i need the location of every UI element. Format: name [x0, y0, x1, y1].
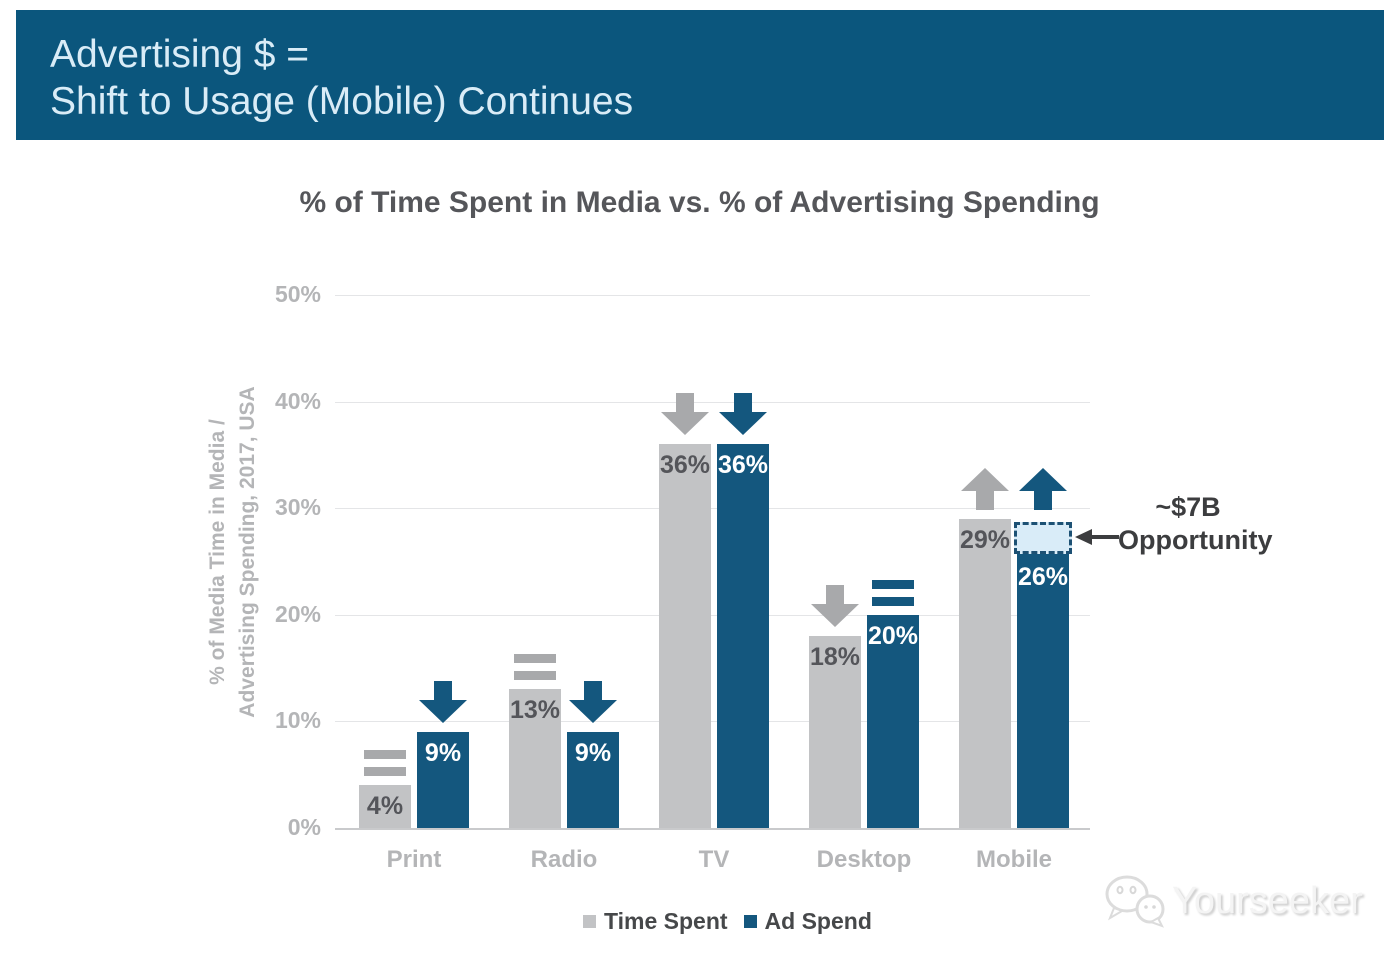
- y-tick-0pct: 0%: [287, 814, 321, 840]
- bar-time-spent-radio: 13%: [509, 689, 561, 828]
- header-title-line1: Advertising $ =: [50, 33, 310, 76]
- bar-ad-spend-desktop: 20%: [867, 615, 919, 828]
- y-axis-label: % of Media Time in Media / Advertising S…: [203, 386, 263, 717]
- x-axis-line: [335, 828, 1090, 830]
- legend-item-time-spent: Time Spent: [583, 908, 728, 935]
- y-tick-50pct: 50%: [274, 281, 321, 307]
- trend-equals-icon: [514, 654, 556, 680]
- gridline-30pct: [335, 508, 1090, 509]
- trend-up-icon: [1019, 468, 1067, 510]
- chart-legend: Time Spent Ad Spend: [583, 908, 872, 935]
- header-banner: Advertising $ = Shift to Usage (Mobile) …: [16, 10, 1384, 140]
- legend-label-time-spent: Time Spent: [604, 908, 728, 934]
- x-label-radio: Radio: [530, 846, 598, 873]
- time-spent-swatch-icon: [583, 915, 596, 928]
- y-axis-label-line1: % of Media Time in Media /: [206, 419, 229, 685]
- bar-time-spent-mobile: 29%: [959, 519, 1011, 828]
- bar-value-label: 29%: [959, 526, 1011, 554]
- bar-ad-spend-radio: 9%: [567, 732, 619, 828]
- chart-title: % of Time Spent in Media vs. % of Advert…: [299, 186, 1100, 219]
- opportunity-label: Opportunity: [1118, 525, 1273, 555]
- trend-equals-icon: [872, 580, 914, 606]
- trend-down-icon: [569, 681, 617, 723]
- y-tick-40pct: 40%: [274, 388, 321, 414]
- trend-down-icon: [661, 393, 709, 435]
- header-title-line2: Shift to Usage (Mobile) Continues: [50, 80, 634, 123]
- trend-up-icon: [961, 468, 1009, 510]
- trend-down-icon: [719, 393, 767, 435]
- bar-value-label: 13%: [509, 696, 561, 724]
- x-label-print: Print: [386, 846, 442, 873]
- bar-time-spent-print: 4%: [359, 785, 411, 828]
- x-label-desktop: Desktop: [816, 846, 912, 873]
- x-label-tv: TV: [698, 846, 730, 873]
- bar-value-label: 9%: [574, 739, 612, 767]
- bar-value-label: 36%: [717, 451, 769, 479]
- gridline-40pct: [335, 402, 1090, 403]
- opportunity-arrow-head-icon: [1075, 529, 1092, 545]
- bar-value-label: 18%: [809, 643, 861, 671]
- legend-item-ad-spend: Ad Spend: [743, 908, 872, 935]
- bar-time-spent-tv: 36%: [659, 444, 711, 828]
- bar-ad-spend-tv: 36%: [717, 444, 769, 828]
- gridline-20pct: [335, 615, 1090, 616]
- bar-time-spent-desktop: 18%: [809, 636, 861, 828]
- bar-ad-spend-print: 9%: [417, 732, 469, 828]
- opportunity-annotation: ~$7B Opportunity: [1118, 491, 1273, 557]
- watermark: Yourseeker: [1104, 872, 1363, 930]
- gridline-10pct: [335, 721, 1090, 722]
- chat-bubbles-icon: [1104, 872, 1168, 930]
- bar-value-label: 36%: [659, 451, 711, 479]
- y-tick-20pct: 20%: [274, 601, 321, 627]
- bar-value-label: 9%: [424, 739, 462, 767]
- bar-value-label: 26%: [1017, 563, 1069, 591]
- y-axis-label-line2: Advertising Spending, 2017, USA: [236, 386, 259, 718]
- legend-label-ad-spend: Ad Spend: [764, 908, 872, 934]
- opportunity-value: ~$7B: [1155, 492, 1221, 522]
- opportunity-arrow-line: [1091, 535, 1119, 539]
- y-tick-30pct: 30%: [274, 494, 321, 520]
- bar-value-label: 20%: [867, 622, 919, 650]
- trend-down-icon: [811, 585, 859, 627]
- gridline-50pct: [335, 295, 1090, 296]
- x-label-mobile: Mobile: [976, 846, 1052, 873]
- ad-spend-swatch-icon: [743, 915, 757, 928]
- trend-equals-icon: [364, 750, 406, 776]
- bar-ad-spend-mobile: 26%: [1017, 551, 1069, 828]
- watermark-text: Yourseeker: [1172, 879, 1363, 922]
- y-tick-10pct: 10%: [274, 707, 321, 733]
- trend-down-icon: [419, 681, 467, 723]
- opportunity-box: [1014, 522, 1072, 554]
- bar-value-label: 4%: [366, 792, 404, 820]
